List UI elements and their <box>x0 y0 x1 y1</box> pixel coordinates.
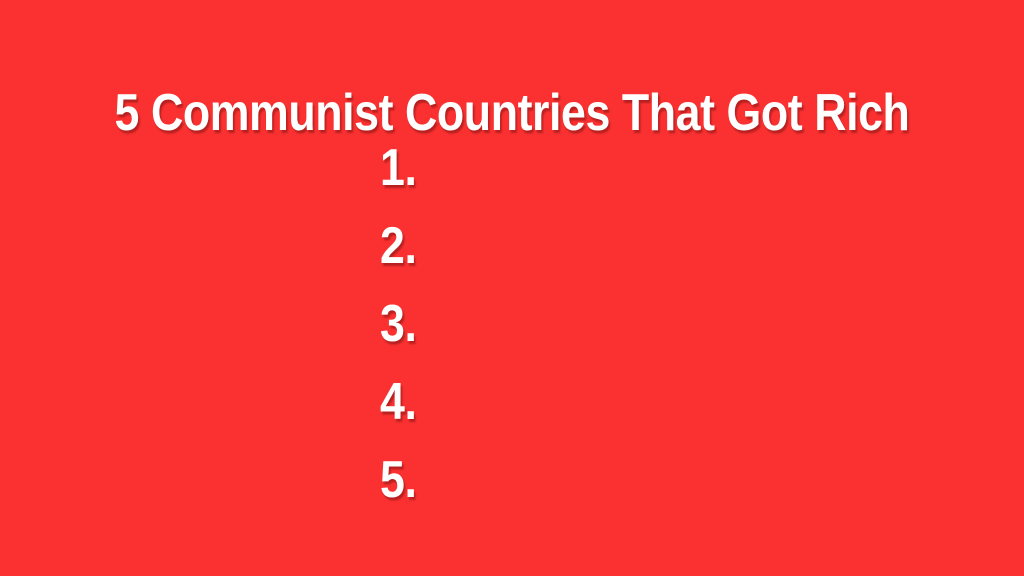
page-title: 5 Communist Countries That Got Rich <box>114 83 910 142</box>
list-item[interactable]: 1. <box>380 142 940 220</box>
list-item-number: 1. <box>380 139 417 197</box>
list-item[interactable]: 4. <box>380 376 940 454</box>
list-item-number: 4. <box>380 373 417 431</box>
numbered-outline-list: 1. 2. 3. 4. 5. <box>380 142 940 532</box>
list-item[interactable]: 5. <box>380 454 940 532</box>
list-item-number: 3. <box>380 295 417 353</box>
list-item[interactable]: 2. <box>380 220 940 298</box>
list-item-number: 5. <box>380 451 417 509</box>
list-item[interactable]: 3. <box>380 298 940 376</box>
list-item-number: 2. <box>380 217 417 275</box>
